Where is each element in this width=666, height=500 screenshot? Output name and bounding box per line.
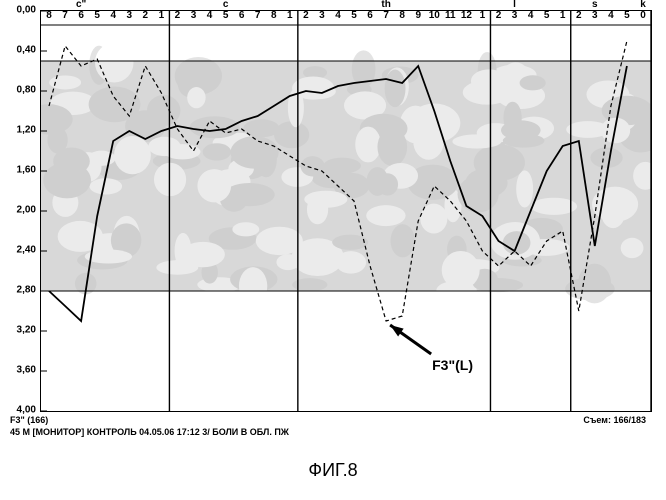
column-label: 5 bbox=[351, 10, 357, 21]
column-label: 5 bbox=[624, 10, 630, 21]
column-label: 9 bbox=[415, 10, 421, 21]
y-tick-label: 2,00 bbox=[6, 205, 36, 216]
column-label: 4 bbox=[110, 10, 116, 21]
y-tick-label: 0,80 bbox=[6, 85, 36, 96]
y-tick-label: 1,60 bbox=[6, 165, 36, 176]
column-label: 11 bbox=[445, 10, 456, 21]
footer-line2: 45 М [МОНИТОР] КОНТРОЛЬ 04.05.06 17:12 3… bbox=[10, 427, 650, 439]
group-header: k bbox=[640, 0, 646, 10]
column-label: 6 bbox=[239, 10, 245, 21]
y-tick-label: 4,00 bbox=[6, 405, 36, 416]
column-label: 10 bbox=[429, 10, 440, 21]
column-label: 4 bbox=[608, 10, 614, 21]
column-label: 4 bbox=[335, 10, 341, 21]
column-label: 2 bbox=[576, 10, 582, 21]
column-label: 8 bbox=[399, 10, 405, 21]
y-tick-label: 2,80 bbox=[6, 285, 36, 296]
column-label: 1 bbox=[560, 10, 566, 21]
group-header: c" bbox=[76, 0, 86, 10]
column-label: 4 bbox=[528, 10, 534, 21]
column-label: 3 bbox=[512, 10, 518, 21]
y-tick-label: 3,20 bbox=[6, 325, 36, 336]
y-tick-label: 2,40 bbox=[6, 245, 36, 256]
column-label: 1 bbox=[287, 10, 293, 21]
group-header: s bbox=[592, 0, 598, 10]
y-tick-label: 3,60 bbox=[6, 365, 36, 376]
column-label: 12 bbox=[461, 10, 472, 21]
column-label: 3 bbox=[191, 10, 197, 21]
group-header: th bbox=[381, 0, 390, 10]
y-tick-label: 0,40 bbox=[6, 45, 36, 56]
plot-svg bbox=[41, 11, 651, 411]
column-label: 0 bbox=[640, 10, 646, 21]
column-label: 3 bbox=[127, 10, 133, 21]
footer-line1: F3" (166) bbox=[10, 415, 650, 427]
annotation-label: F3"(L) bbox=[432, 357, 473, 373]
column-label: 7 bbox=[383, 10, 389, 21]
column-label: 3 bbox=[592, 10, 598, 21]
footer-text: F3" (166) 45 М [МОНИТОР] КОНТРОЛЬ 04.05.… bbox=[10, 415, 650, 438]
y-tick-label: 0,00 bbox=[6, 5, 36, 16]
figure-caption: ФИГ.8 bbox=[0, 460, 666, 481]
column-label: 6 bbox=[367, 10, 373, 21]
column-label: 8 bbox=[46, 10, 52, 21]
annotation-arrow bbox=[390, 325, 431, 354]
footer-right: Съем: 166/183 bbox=[583, 415, 646, 425]
group-header: c bbox=[223, 0, 229, 10]
column-label: 3 bbox=[319, 10, 325, 21]
column-label: 5 bbox=[94, 10, 100, 21]
column-label: 5 bbox=[223, 10, 229, 21]
column-label: 7 bbox=[255, 10, 261, 21]
column-label: 7 bbox=[62, 10, 68, 21]
column-label: 1 bbox=[159, 10, 165, 21]
column-label: 2 bbox=[496, 10, 502, 21]
column-label: 8 bbox=[271, 10, 277, 21]
chart-wrap: 0,00 0,40 0,80 1,20 1,60 2,00 2,40 2,80 3,20 3,60… bbox=[0, 0, 666, 500]
column-label: 1 bbox=[480, 10, 486, 21]
column-label: 2 bbox=[143, 10, 149, 21]
column-label: 4 bbox=[207, 10, 213, 21]
group-header: l bbox=[513, 0, 516, 10]
plot-area: 8765432123456781234567891011121234512345… bbox=[40, 10, 652, 412]
column-label: 5 bbox=[544, 10, 550, 21]
column-label: 2 bbox=[175, 10, 181, 21]
column-label: 6 bbox=[78, 10, 84, 21]
column-label: 2 bbox=[303, 10, 309, 21]
y-tick-label: 1,20 bbox=[6, 125, 36, 136]
